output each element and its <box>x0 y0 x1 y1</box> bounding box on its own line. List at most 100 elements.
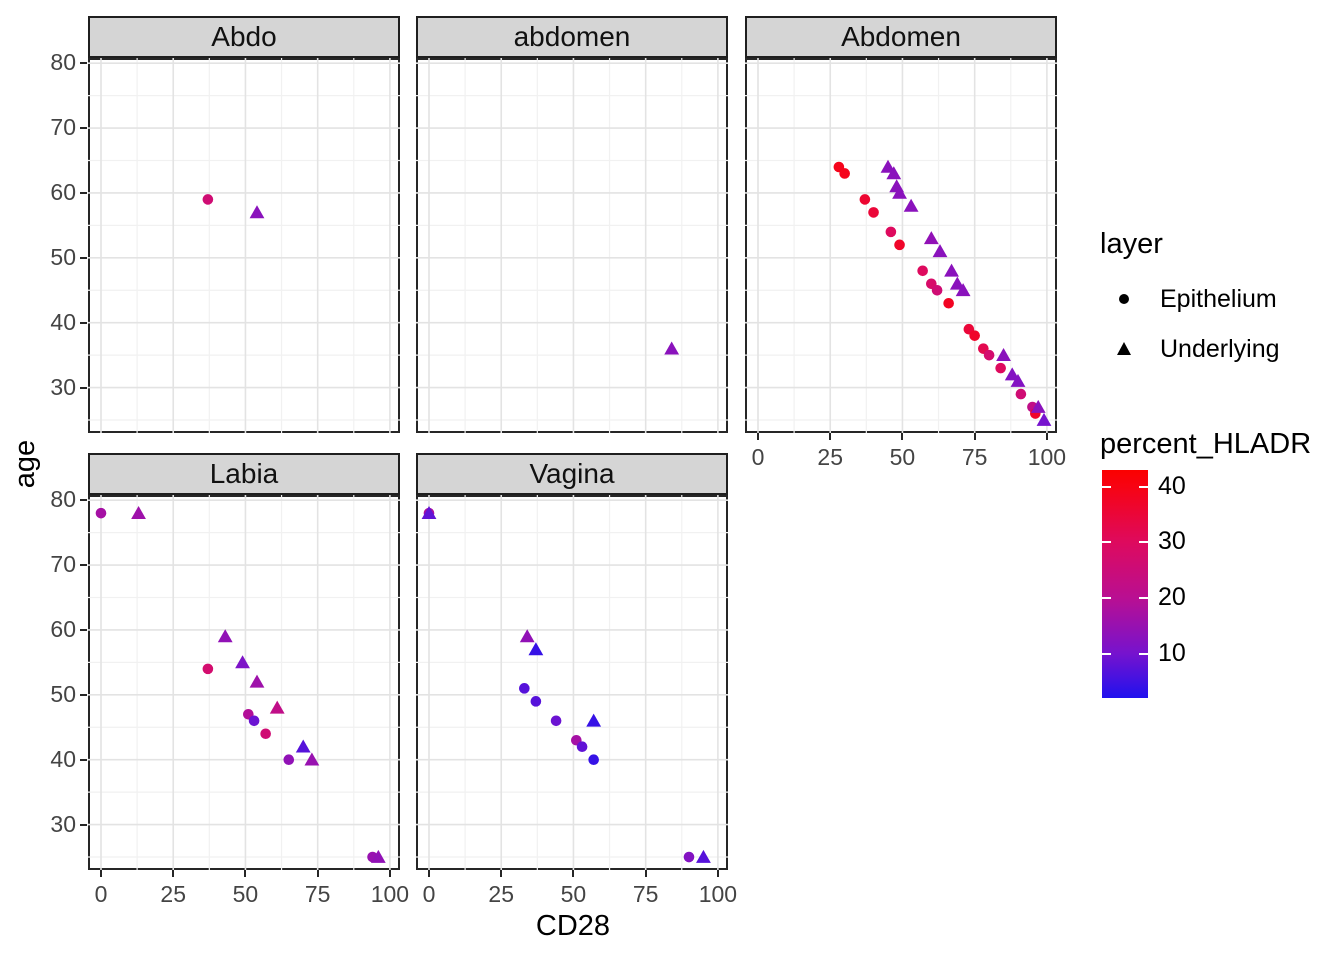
data-point-triangle <box>295 739 311 753</box>
x-axis-tick <box>172 870 175 877</box>
data-point-triangle <box>421 505 437 519</box>
data-point-circle <box>931 284 943 296</box>
y-axis-tick-label: 40 <box>50 745 76 772</box>
y-axis-tick <box>80 321 87 324</box>
data-point-triangle <box>996 347 1011 361</box>
y-axis-tick <box>80 191 87 194</box>
colorbar <box>1102 470 1148 698</box>
panel-canvas <box>88 495 400 870</box>
data-point-triangle <box>586 713 602 727</box>
x-axis-tick <box>901 433 904 440</box>
data-point-triangle <box>249 205 265 219</box>
data-point-circle <box>283 754 295 766</box>
facet-title: Vagina <box>529 458 615 489</box>
x-axis-tick-label: 0 <box>751 444 765 470</box>
y-axis-tick-label: 50 <box>50 680 76 707</box>
data-point-triangle <box>923 231 939 245</box>
triangle-glyph-icon <box>1117 342 1131 355</box>
y-axis-tick <box>80 127 87 130</box>
facet-strip-abdo: Abdo <box>88 16 400 58</box>
data-point-circle <box>95 507 107 519</box>
data-point-circle <box>995 362 1006 374</box>
y-axis-tick <box>80 256 87 259</box>
x-axis-tick-label: 25 <box>817 444 844 470</box>
x-axis-tick <box>716 870 719 877</box>
data-point-triangle <box>1036 412 1052 426</box>
y-axis-tick <box>80 564 87 567</box>
color-legend-title: percent_HLADR <box>1100 428 1312 460</box>
data-point-circle <box>519 683 530 694</box>
data-point-triangle <box>370 849 386 863</box>
legend-item-label: Epithelium <box>1160 284 1277 313</box>
data-point-triangle <box>696 849 711 863</box>
data-point-triangle <box>235 655 250 669</box>
data-point-triangle <box>249 674 265 688</box>
x-axis-tick-label: 25 <box>160 881 187 907</box>
x-axis-tick <box>572 870 575 877</box>
data-point-triangle <box>932 244 948 258</box>
x-axis-tick-label: 0 <box>422 881 436 907</box>
colorbar-tick-label: 20 <box>1158 582 1186 611</box>
data-point-circle <box>868 207 879 218</box>
data-point-circle <box>202 194 214 205</box>
data-point-circle <box>260 728 271 740</box>
data-point-circle <box>943 297 954 309</box>
facet-title: Labia <box>209 458 279 489</box>
legend-item-label: Underlying <box>1160 334 1280 363</box>
x-axis-tick <box>428 870 430 877</box>
facet-strip-labia: Labia <box>88 453 400 495</box>
y-axis-tick-label: 60 <box>50 615 76 642</box>
facet-strip-abdomen: Abdomen <box>745 16 1057 58</box>
data-point-circle <box>983 349 995 361</box>
x-axis-tick <box>316 870 319 877</box>
x-axis-tick-label: 0 <box>94 881 108 907</box>
data-point-triangle <box>949 276 965 290</box>
y-axis-tick-label: 70 <box>50 551 76 578</box>
colorbar-tick <box>1102 541 1111 544</box>
data-point-circle <box>530 696 542 707</box>
data-point-triangle <box>1030 399 1046 413</box>
y-axis-tick-label: 50 <box>50 243 76 270</box>
facet-title: Abdo <box>211 21 277 52</box>
panel-canvas <box>88 58 400 433</box>
y-axis-tick-label: 80 <box>50 486 76 513</box>
colorbar-tick <box>1102 652 1111 655</box>
x-axis-tick-label: 50 <box>232 881 259 907</box>
y-axis-tick <box>80 758 87 761</box>
data-point-triangle <box>519 629 535 643</box>
facet-panel-abdomen-lower <box>416 58 728 433</box>
facet-panel-labia <box>88 495 400 870</box>
x-axis-tick <box>244 870 247 877</box>
data-point-triangle <box>880 159 896 173</box>
x-axis-tick-label: 75 <box>632 881 659 907</box>
y-axis-tick-label: 80 <box>50 49 76 76</box>
data-point-triangle <box>664 341 680 355</box>
data-point-triangle <box>886 166 902 180</box>
data-point-triangle <box>528 642 544 656</box>
x-axis-tick <box>644 870 647 877</box>
data-point-circle <box>202 663 214 675</box>
data-point-circle <box>683 851 695 863</box>
legend-item-epithelium: Epithelium <box>1108 283 1277 315</box>
data-point-triangle <box>131 505 146 519</box>
x-axis-tick <box>757 433 759 440</box>
shape-legend-title: layer <box>1100 228 1163 260</box>
data-point-circle <box>839 168 850 179</box>
y-axis-tick-label: 70 <box>50 114 76 141</box>
x-axis-tick-label: 100 <box>370 881 410 907</box>
panel-canvas <box>745 58 1057 433</box>
data-point-circle <box>894 239 905 251</box>
y-axis-tick <box>80 386 87 389</box>
panel-canvas <box>416 495 728 870</box>
x-axis-tick <box>829 433 832 440</box>
y-axis-tick-label: 60 <box>50 178 76 205</box>
data-point-triangle <box>1010 373 1026 387</box>
x-axis-tick-label: 100 <box>698 881 738 907</box>
y-axis-tick-label: 30 <box>50 373 76 400</box>
facet-panel-abdomen <box>745 58 1057 433</box>
data-point-circle <box>576 741 588 753</box>
x-axis-tick-label: 25 <box>488 881 515 907</box>
colorbar-tick-label: 30 <box>1158 527 1186 556</box>
data-point-triangle <box>892 185 907 199</box>
colorbar-tick <box>1102 596 1111 599</box>
